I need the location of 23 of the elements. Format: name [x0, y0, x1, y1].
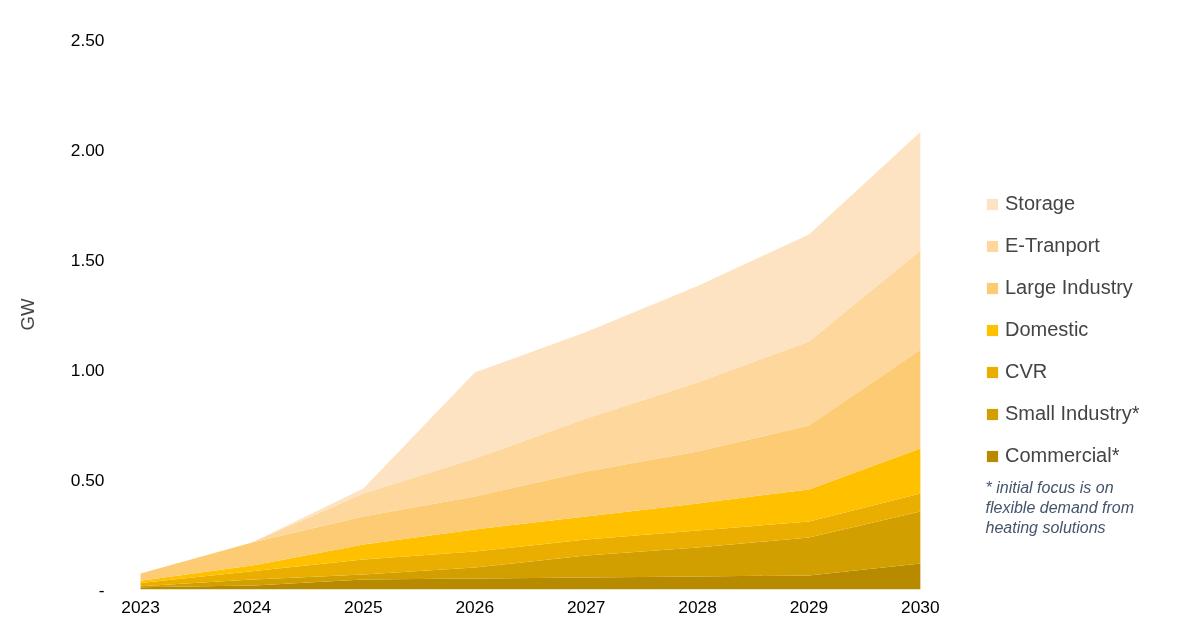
x-tick-label: 2024 [232, 596, 272, 617]
legend-label: Domestic [1005, 318, 1089, 341]
legend-label: Small Industry* [1005, 402, 1140, 425]
y-tick-label: 0.50 [70, 469, 105, 490]
text: * initial focus is on flexible demand from heating solutions [985, 478, 1135, 537]
x-tick-label: 2025 [344, 596, 383, 617]
legend-label: Storage [1005, 192, 1076, 215]
legend-label: Large Industry [1005, 276, 1133, 299]
x-tick-label: 2030 [901, 596, 940, 617]
y-tick-label: 2.00 [70, 139, 105, 160]
x-tick-label: 2023 [121, 596, 160, 617]
y-tick-label: 1.50 [70, 249, 105, 270]
legend-label: E-Tranport [1005, 234, 1100, 257]
y-tick-label: - [98, 579, 105, 600]
x-tick-label: 2028 [678, 596, 717, 617]
x-tick-label: 2026 [455, 596, 495, 617]
legend-label: Commercial* [1005, 444, 1120, 467]
x-tick-label: 2027 [566, 596, 606, 617]
y-tick-label: 1.00 [70, 359, 105, 380]
y-tick-label: 2.50 [70, 29, 105, 50]
legend-label: CVR [1005, 360, 1048, 383]
x-tick-label: 2029 [789, 596, 829, 617]
y-axis-title: GW [16, 298, 38, 331]
